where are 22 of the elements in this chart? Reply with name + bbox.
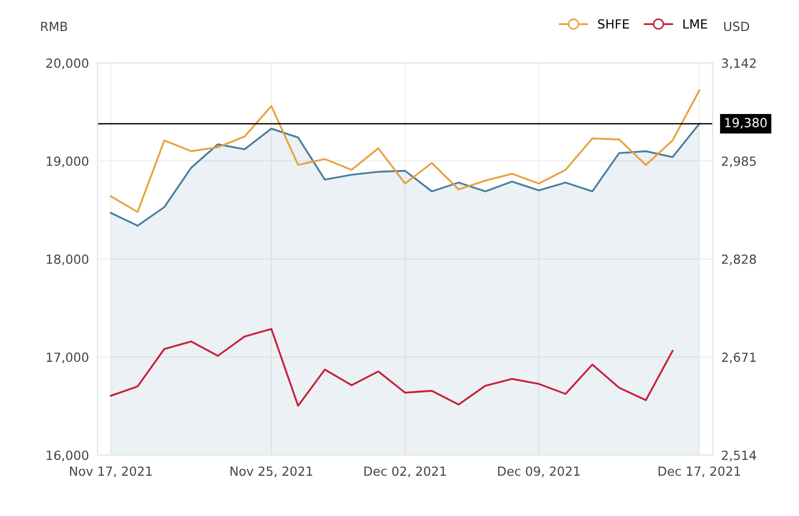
y2-tick-label: 3,142 <box>722 58 756 70</box>
y-axis-title: RMB <box>41 22 68 31</box>
y-tick-label: 19,000 <box>46 156 88 168</box>
ref-line-label: 19,380 <box>725 118 767 129</box>
y2-tick-label: 2,514 <box>722 450 756 462</box>
y2-tick-label: 2,985 <box>722 156 756 168</box>
legend-label: SHFE <box>598 19 629 29</box>
x-tick-label: Nov 17, 2021 <box>70 466 152 478</box>
y-tick-label: 18,000 <box>46 254 88 266</box>
y-tick-label: 17,000 <box>46 352 88 364</box>
y2-axis-title: USD <box>724 22 750 32</box>
line-series <box>110 328 674 407</box>
x-tick-label: Dec 09, 2021 <box>498 466 580 478</box>
x-tick-label: Nov 25, 2021 <box>230 466 312 478</box>
x-tick-label: Dec 02, 2021 <box>364 466 446 478</box>
y2-tick-label: 2,671 <box>722 352 756 364</box>
y-tick-label: 16,000 <box>46 450 88 462</box>
y2-tick-label: 2,828 <box>722 254 756 266</box>
x-tick-label: Dec 17, 2021 <box>658 466 740 478</box>
legend-label: LME <box>683 19 708 28</box>
line-series <box>110 90 700 213</box>
y-tick-label: 20,000 <box>46 58 88 70</box>
